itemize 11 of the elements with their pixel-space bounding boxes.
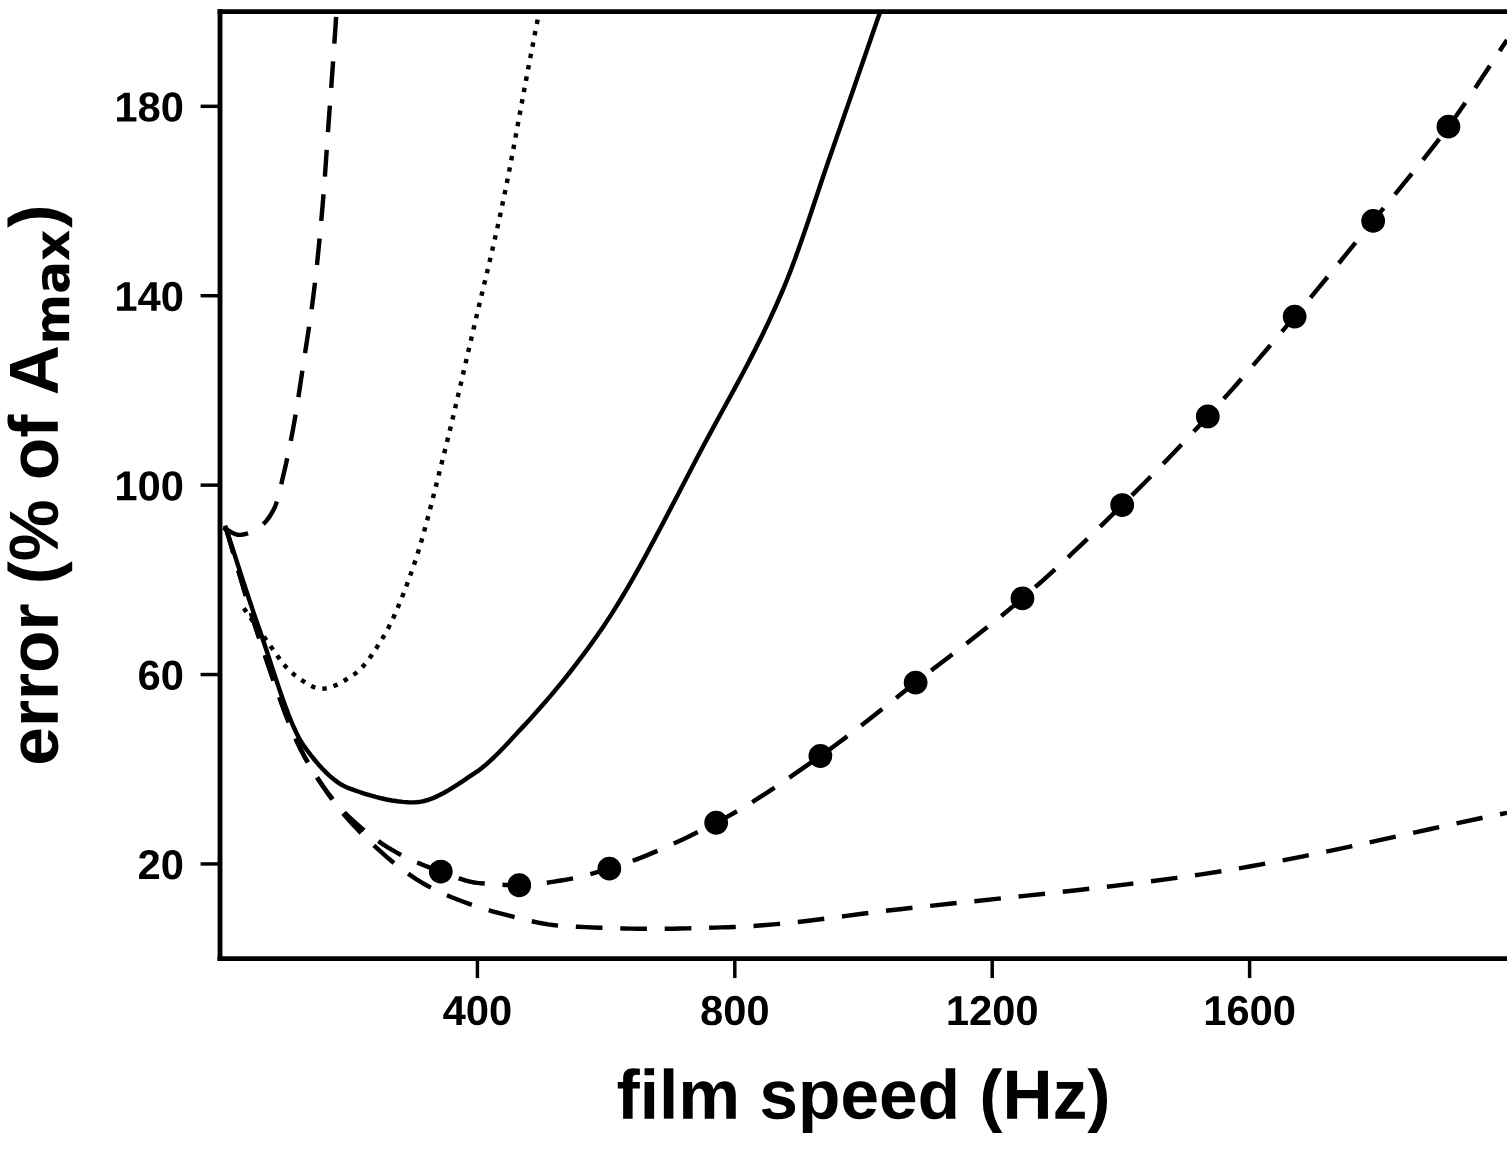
x-tick-label: 400 [443,995,511,1026]
y-tick-label: 180 [117,92,183,122]
x-tick-label: 1600 [1205,995,1295,1026]
y-tick-label: 60 [139,660,183,691]
y-axis-title: error (% of A$_{max}$) [7,208,73,763]
y-tick-label: 20 [139,849,183,880]
y-tick-label: 100 [117,471,183,501]
y-tick-label: 140 [117,281,183,312]
x-axis-title: film speed (Hz) [617,1068,1108,1134]
x-tick-label: 1200 [948,995,1037,1026]
x-tick-label: 800 [701,995,768,1026]
